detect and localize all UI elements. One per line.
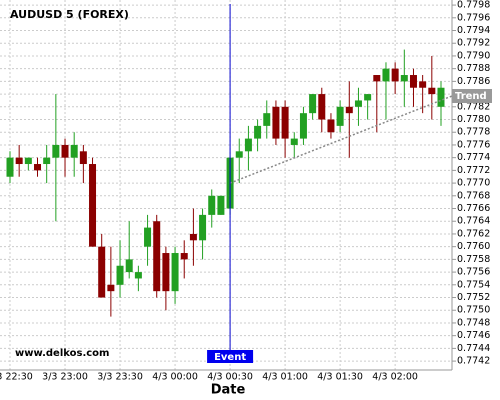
candle-body	[272, 106, 280, 139]
x-tick-label: 4/3 01:30	[317, 372, 363, 383]
candle-body	[309, 94, 317, 114]
candle-body	[79, 151, 87, 165]
candle-body	[299, 113, 307, 139]
y-tick-label: 0.7762	[457, 228, 490, 239]
candle-body	[6, 157, 14, 177]
y-tick-label: 0.7752	[457, 292, 490, 303]
candle-body	[254, 125, 262, 139]
y-tick-label: 0.7778	[457, 127, 490, 138]
x-tick-label: 4/3 00:30	[207, 372, 253, 383]
candle-body	[400, 75, 408, 82]
candle-body	[373, 75, 381, 82]
candle-body	[171, 253, 179, 292]
candle-body	[107, 284, 115, 292]
event-label: Event	[214, 352, 246, 363]
candle-body	[189, 233, 197, 241]
y-tick-label: 0.7770	[457, 178, 490, 189]
candle-body	[134, 272, 142, 279]
event-label-box	[207, 350, 254, 363]
y-tick-label: 0.7782	[457, 101, 490, 112]
candle-body	[327, 119, 335, 133]
y-tick-label: 0.7798	[457, 0, 490, 11]
x-axis-label: Date	[211, 383, 246, 398]
y-tick-label: 0.7758	[457, 254, 490, 265]
candle-body	[345, 106, 353, 114]
candle-body	[180, 253, 188, 260]
chart-title: AUDUSD 5 (FOREX)	[10, 8, 129, 21]
candle-body	[208, 195, 216, 215]
candle-body	[52, 144, 60, 158]
candle-body	[116, 265, 124, 285]
y-tick-label: 0.7776	[457, 139, 490, 150]
candle-body	[437, 87, 445, 107]
candle-body	[263, 113, 271, 126]
candle-body	[162, 253, 170, 292]
y-tick-label: 0.7774	[457, 152, 490, 163]
x-tick-label: 3/3 22:30	[0, 372, 33, 383]
y-tick-label: 0.7780	[457, 114, 490, 125]
candle-body	[70, 144, 78, 158]
candle-body	[290, 138, 298, 145]
y-tick-label: 0.7786	[457, 76, 490, 87]
candle-body	[391, 68, 399, 82]
y-tick-label: 0.7768	[457, 190, 490, 201]
x-tick-label: 4/3 02:00	[372, 372, 418, 383]
y-tick-label: 0.7742	[457, 356, 490, 367]
y-tick-label: 0.7764	[457, 216, 490, 227]
candle-body	[409, 75, 417, 88]
x-tick-label: 4/3 00:00	[152, 372, 198, 383]
y-tick-label: 0.7746	[457, 330, 490, 341]
candle-body	[419, 81, 427, 88]
y-tick-label: 0.7794	[457, 25, 490, 36]
candle-body	[24, 157, 32, 165]
candle-body	[244, 138, 252, 152]
trend-label: Trend	[455, 91, 487, 102]
y-tick-label: 0.7796	[457, 12, 490, 23]
y-tick-label: 0.7788	[457, 63, 490, 74]
y-tick-label: 0.7766	[457, 203, 490, 214]
candle-body	[61, 144, 69, 158]
candle-body	[428, 87, 436, 95]
watermark: www.delkos.com	[15, 348, 109, 359]
y-tick-label: 0.7754	[457, 279, 490, 290]
candle-body	[281, 106, 289, 139]
x-tick-label: 3/3 23:00	[42, 372, 88, 383]
y-tick-label: 0.7772	[457, 165, 490, 176]
x-tick-label: 4/3 01:00	[262, 372, 308, 383]
candle-body	[43, 157, 51, 165]
candle-body	[98, 246, 106, 298]
y-tick-label: 0.7748	[457, 317, 490, 328]
candle-body	[217, 195, 225, 215]
x-tick-label: 3/3 23:30	[97, 372, 143, 383]
candle-body	[144, 227, 152, 247]
candle-body	[235, 151, 243, 158]
candle-body	[153, 221, 161, 292]
candle-body	[364, 94, 372, 101]
candle-body	[15, 157, 23, 165]
candle-body	[34, 164, 42, 171]
y-tick-label: 0.7750	[457, 305, 490, 316]
y-tick-label: 0.7760	[457, 241, 490, 252]
candle-body	[125, 259, 133, 273]
y-tick-label: 0.7792	[457, 38, 490, 49]
candle-body	[354, 100, 362, 107]
y-tick-label: 0.7744	[457, 343, 490, 354]
candle-body	[199, 214, 207, 241]
candle-body	[89, 164, 97, 247]
trend-label-box	[452, 88, 492, 103]
candle-body	[382, 68, 390, 82]
y-tick-label: 0.7790	[457, 50, 490, 61]
candle-body	[336, 106, 344, 126]
candle-body	[318, 94, 326, 120]
y-tick-label: 0.7756	[457, 267, 490, 278]
